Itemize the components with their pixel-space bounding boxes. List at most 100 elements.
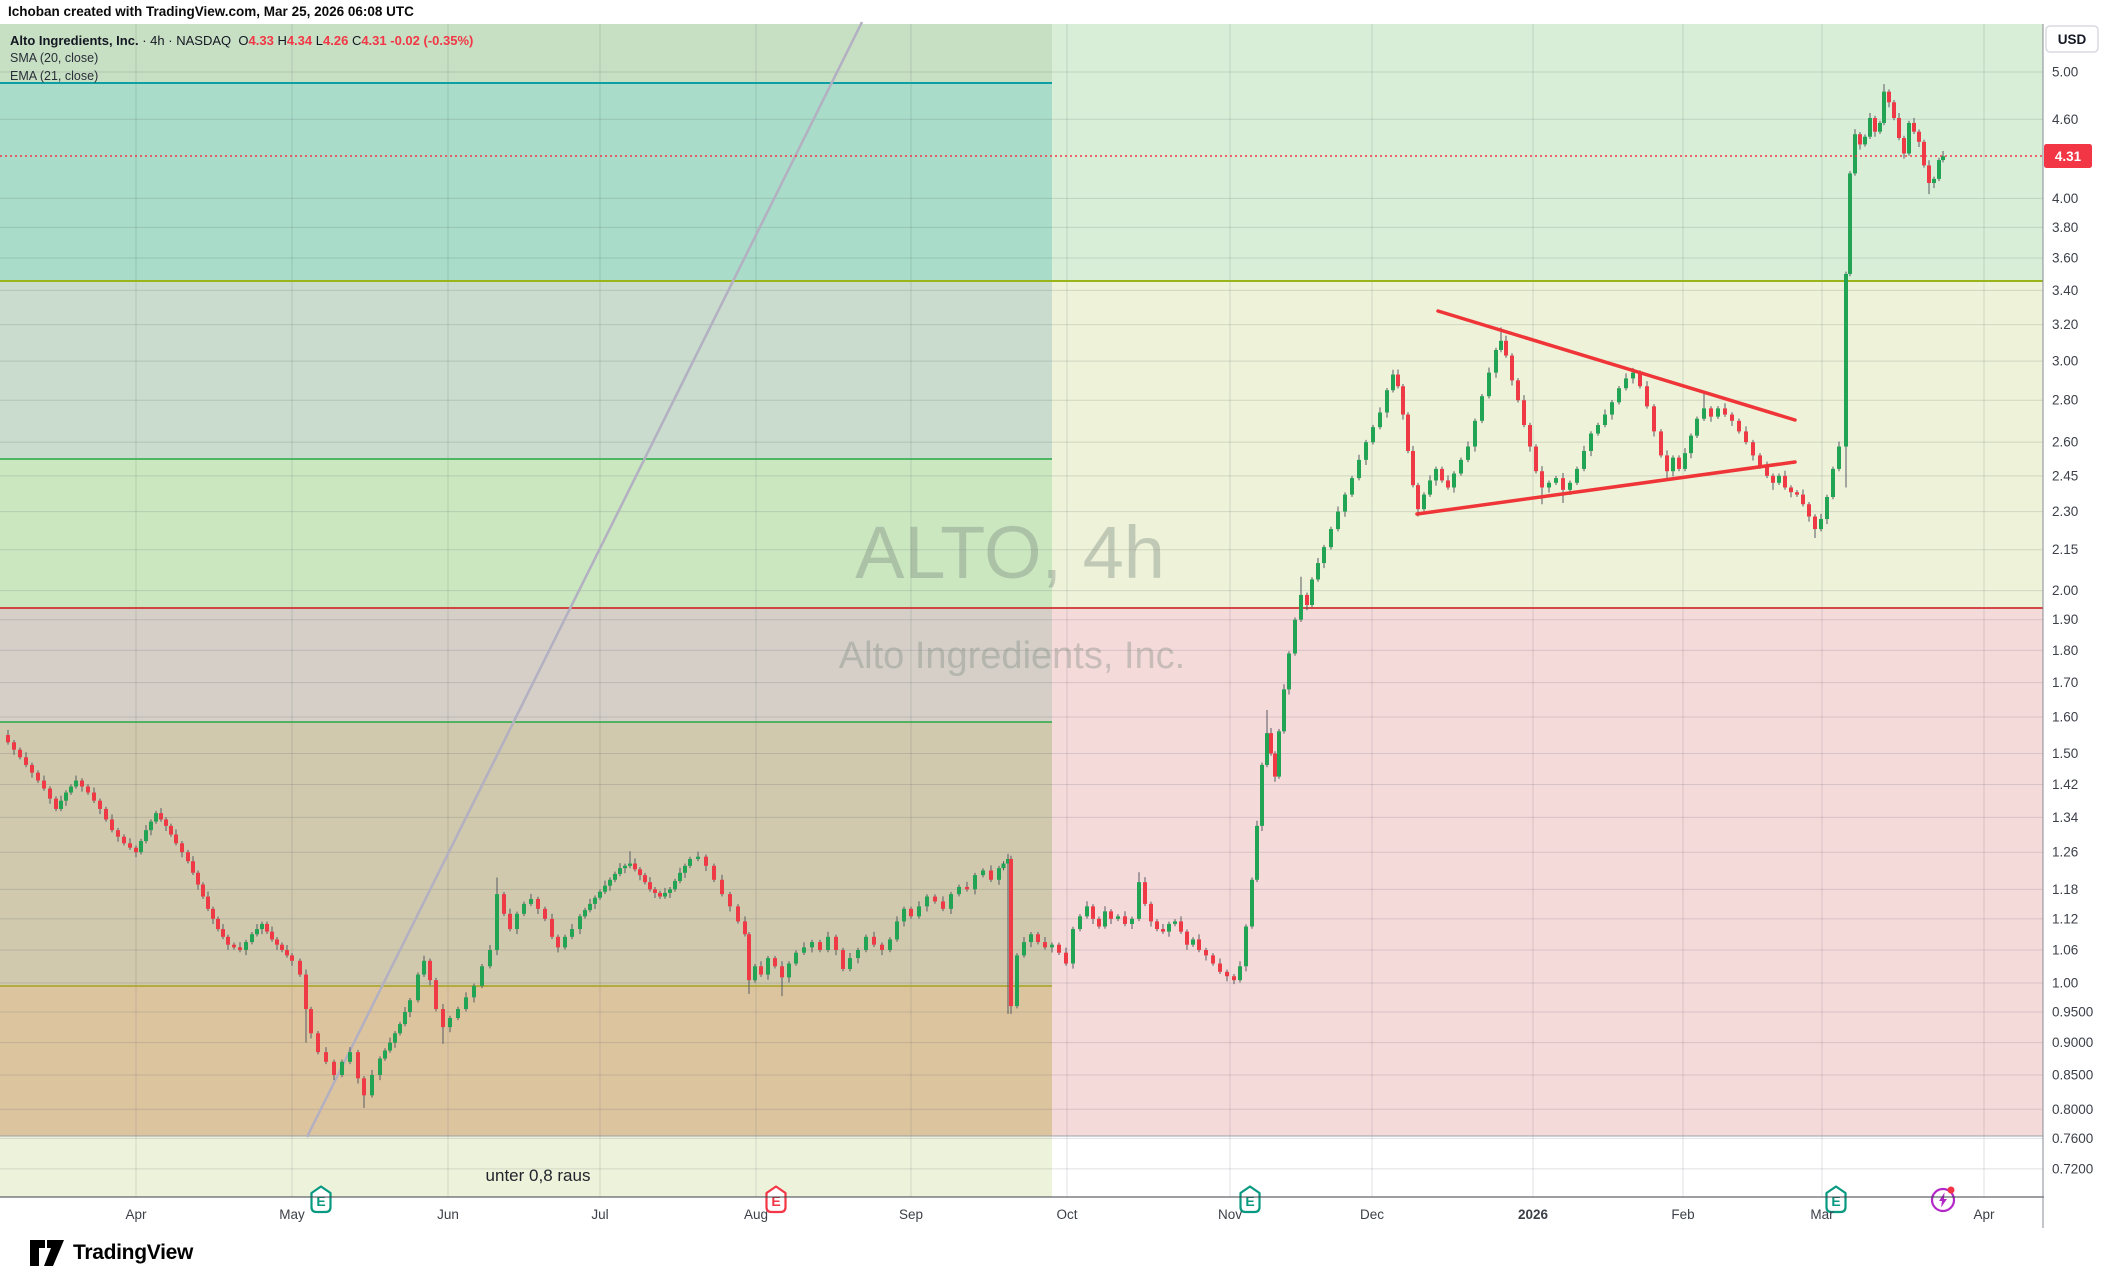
candle-body — [1179, 921, 1183, 932]
candle-body — [515, 913, 519, 930]
candle-body — [618, 868, 622, 874]
lightning-icon[interactable] — [1930, 1186, 1956, 1213]
khaki-band — [0, 722, 1052, 986]
candle-body — [1273, 753, 1277, 777]
user-annotation-text[interactable]: unter 0,8 raus — [486, 1166, 591, 1185]
candle-body — [1260, 764, 1264, 826]
grey-mauve-band — [0, 608, 1052, 722]
candle-body — [1510, 355, 1514, 381]
date-tick-label[interactable]: Jul — [591, 1207, 608, 1222]
candle-body — [1064, 952, 1068, 964]
candle-body — [211, 908, 215, 919]
candle-body — [64, 792, 68, 801]
date-tick-label[interactable]: Nov — [1218, 1207, 1242, 1222]
candle-body — [678, 872, 682, 881]
candle-body — [1103, 911, 1107, 927]
price-tick-label: 1.42 — [2052, 777, 2078, 792]
candle-body — [1751, 442, 1755, 456]
date-tick-label[interactable]: Dec — [1360, 1207, 1384, 1222]
interval-label[interactable]: 4h — [150, 33, 165, 48]
candle-body — [628, 863, 632, 866]
candle-body — [1683, 453, 1687, 469]
earnings-badge-letter: E — [771, 1193, 780, 1209]
candle-body — [1777, 475, 1781, 483]
price-tick-label: 1.00 — [2052, 976, 2078, 991]
date-tick-label[interactable]: Oct — [1056, 1207, 1077, 1222]
symbol-name[interactable]: Alto Ingredients, Inc. — [10, 33, 139, 48]
symbol-row[interactable]: Alto Ingredients, Inc. · 4h · NASDAQ O4.… — [10, 32, 473, 49]
wedge-upper[interactable] — [1436, 309, 1797, 422]
candle-body — [1310, 579, 1314, 606]
change-value: -0.02 (-0.35%) — [390, 33, 474, 48]
candle-body — [1143, 882, 1147, 904]
candle-body — [1610, 402, 1614, 415]
date-tick-label[interactable]: Apr — [125, 1207, 147, 1222]
date-tick-label[interactable]: Aug — [744, 1207, 768, 1222]
candle-body — [332, 1061, 336, 1075]
date-tick-label[interactable]: Jun — [437, 1207, 459, 1222]
earnings-badge-shape — [310, 1185, 332, 1214]
candle-body — [1547, 482, 1551, 488]
candle-body — [880, 944, 884, 951]
candle-body — [1211, 955, 1215, 964]
candle-body — [556, 936, 560, 948]
candle-body — [1709, 408, 1713, 417]
candle-body — [1540, 471, 1544, 488]
candle-body — [1783, 475, 1787, 488]
candle-body — [1446, 480, 1450, 488]
candle-body — [1659, 431, 1663, 456]
candle-body — [1277, 731, 1281, 777]
price-axis-panel[interactable] — [2044, 24, 2104, 1228]
candle-body — [1878, 122, 1882, 132]
earnings-icon[interactable]: E — [1239, 1185, 1261, 1214]
date-tick-label[interactable]: Feb — [1671, 1207, 1694, 1222]
earnings-badge-letter: E — [1831, 1193, 1840, 1209]
price-tick-label: 2.00 — [2052, 583, 2078, 598]
grey-trend-line[interactable] — [305, 21, 864, 1138]
candle-body — [1582, 450, 1586, 469]
candle-body — [1568, 482, 1572, 490]
date-tick-label[interactable]: 2026 — [1518, 1207, 1549, 1222]
candle-body — [1329, 529, 1333, 548]
candle-body — [36, 772, 40, 781]
earnings-icon[interactable]: E — [1825, 1185, 1847, 1214]
earnings-badge-shape — [765, 1185, 787, 1214]
candle-body — [1287, 653, 1291, 690]
candle-body — [1638, 372, 1642, 387]
candle-body — [408, 1000, 412, 1013]
date-tick-label[interactable]: Apr — [1973, 1207, 1995, 1222]
candle-body — [69, 786, 73, 793]
candle-body — [688, 858, 692, 866]
candle-body — [1837, 446, 1841, 469]
earnings-icon[interactable]: E — [310, 1185, 332, 1214]
candle-body — [673, 880, 677, 890]
candle-body — [613, 873, 617, 880]
candle-body — [30, 764, 34, 773]
earnings-icon[interactable]: E — [765, 1185, 787, 1214]
candle-body — [370, 1074, 374, 1096]
currency-chip[interactable] — [2045, 25, 2099, 53]
tradingview-logo[interactable]: TradingView — [30, 1240, 193, 1266]
candle-body — [1130, 918, 1134, 924]
candle-body — [186, 852, 190, 862]
candle-body — [1250, 879, 1254, 927]
candle-body — [383, 1050, 387, 1059]
candle-body — [563, 936, 567, 948]
date-tick-label[interactable]: Sep — [899, 1207, 923, 1222]
candle-body — [378, 1058, 382, 1075]
candle-body — [957, 886, 961, 895]
candle-body — [1336, 511, 1340, 530]
date-tick-label[interactable]: May — [279, 1207, 305, 1222]
candle-body — [1316, 563, 1320, 580]
price-tick-label: 3.60 — [2052, 250, 2078, 265]
price-tick-label: 5.00 — [2052, 65, 2078, 80]
candle-body — [1730, 414, 1734, 421]
indicator-sma[interactable]: SMA (20, close) — [10, 51, 99, 65]
wedge-lower[interactable] — [1415, 460, 1797, 516]
price-tick-label: 0.8500 — [2052, 1067, 2093, 1082]
indicator-ema[interactable]: EMA (21, close) — [10, 69, 99, 83]
date-tick-label[interactable]: Mar — [1810, 1207, 1834, 1222]
candle-body — [159, 813, 163, 820]
candle-body — [1575, 468, 1579, 483]
